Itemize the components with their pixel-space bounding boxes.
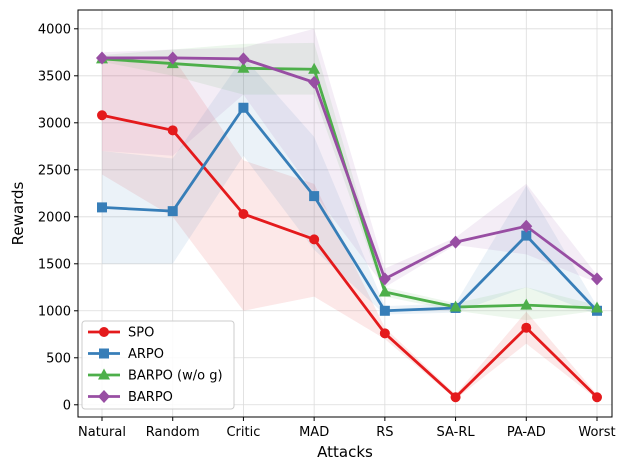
point-arpo <box>97 202 107 213</box>
point-barpo-w-o-g <box>237 61 250 73</box>
line-arpo <box>101 106 599 313</box>
point-spo <box>238 208 249 219</box>
point-barpo <box>449 235 462 249</box>
y-tick-label: 2000 <box>38 210 71 225</box>
x-axis-title: Attacks <box>317 443 373 461</box>
legend-marker-barpo-w-o-g <box>98 368 110 380</box>
legend-label-arpo: ARPO <box>128 347 164 362</box>
legend: SPO ARPO BARPO (w/o g) BARPO <box>81 320 235 410</box>
x-tick-label: PA-AD <box>507 425 546 440</box>
band-barpo <box>102 28 597 288</box>
legend-label-barpo-w-o-g: BARPO (w/o g) <box>128 369 223 384</box>
legend-box <box>81 320 235 410</box>
point-barpo-w-o-g <box>449 300 462 312</box>
band-spo <box>102 56 597 400</box>
point-arpo <box>238 102 249 113</box>
x-tick-label: SA-RL <box>437 425 476 440</box>
point-barpo <box>308 75 321 89</box>
point-arpo <box>521 230 532 241</box>
point-arpo <box>167 206 178 217</box>
x-tick-label: Natural <box>78 425 126 440</box>
y-tick-label: 3000 <box>38 116 71 131</box>
point-arpo <box>379 305 390 316</box>
legend-marker-barpo <box>98 390 110 403</box>
legend-label-barpo: BARPO <box>128 390 173 405</box>
legend-label-spo: SPO <box>128 326 154 341</box>
y-tick-label: 1500 <box>38 257 71 272</box>
x-tick-label: RS <box>376 425 393 440</box>
x-tick-label: Critic <box>226 425 260 440</box>
y-tick-label: 4000 <box>38 22 71 37</box>
y-axis-ticks: 0 500 1000 1500 2000 2500 3000 3500 4000 <box>38 22 78 413</box>
y-tick-label: 1000 <box>38 304 71 319</box>
line-spo <box>101 113 598 399</box>
y-tick-label: 2500 <box>38 163 71 178</box>
x-tick-label: Worst <box>578 425 615 440</box>
point-spo <box>521 322 532 333</box>
point-barpo-w-o-g <box>378 285 391 297</box>
y-tick-label: 3500 <box>38 69 71 84</box>
plot-frame <box>77 9 613 418</box>
point-barpo <box>520 219 533 233</box>
x-tick-label: Random <box>146 425 200 440</box>
point-barpo-w-o-g <box>520 298 533 310</box>
point-arpo <box>309 191 320 202</box>
point-spo <box>309 234 320 245</box>
point-spo <box>167 125 178 136</box>
y-axis-title: Rewards <box>9 181 27 245</box>
point-barpo <box>378 272 391 286</box>
point-barpo <box>237 52 250 66</box>
point-barpo <box>591 272 603 286</box>
point-barpo-w-o-g <box>308 62 321 74</box>
point-barpo <box>166 51 179 65</box>
y-tick-label: 500 <box>46 351 71 366</box>
point-spo <box>450 392 461 403</box>
point-spo <box>379 328 390 339</box>
series-lines <box>101 56 599 399</box>
line-barpo <box>102 56 598 281</box>
point-barpo-w-o-g <box>591 301 603 313</box>
point-spo <box>592 392 602 403</box>
band-arpo <box>102 56 597 315</box>
x-axis-ticks: Natural Random Critic MAD RS SA-RL PA-AD Worst <box>78 417 616 440</box>
series-markers <box>96 51 603 403</box>
x-tick-label: MAD <box>299 425 329 440</box>
legend-marker-arpo <box>99 348 109 359</box>
point-barpo <box>96 51 108 65</box>
legend-marker-spo <box>99 327 109 337</box>
y-tick-label: 0 <box>63 398 71 413</box>
point-spo <box>97 110 107 121</box>
